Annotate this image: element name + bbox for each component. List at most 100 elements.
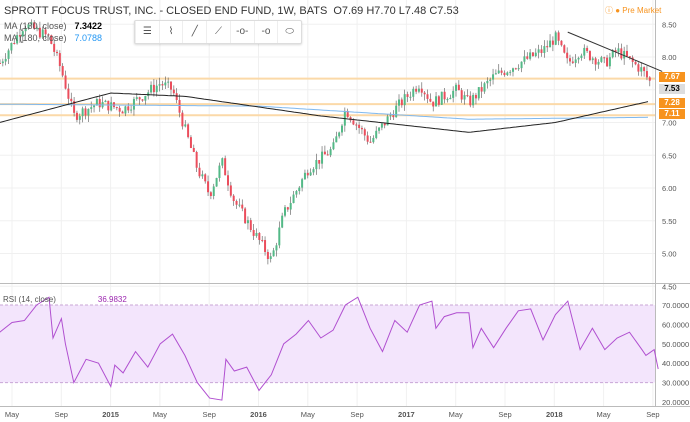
time-tick-label: Sep	[203, 410, 216, 419]
candle-body	[295, 191, 298, 195]
candle-body	[172, 89, 175, 94]
candle-body	[201, 174, 204, 177]
candle-body	[429, 98, 432, 102]
candle-body	[446, 99, 449, 101]
candle-body	[184, 124, 187, 127]
candle-body	[346, 110, 349, 118]
candle-body	[577, 57, 580, 60]
price-tick-label: 4.50	[662, 282, 677, 291]
rsi-tick-label: 50.0000	[662, 340, 689, 349]
candle-body	[81, 108, 84, 117]
path-icon[interactable]: ⌇	[158, 21, 183, 43]
candle-body	[75, 112, 78, 120]
candle-body	[241, 204, 244, 209]
candle-body	[127, 106, 130, 111]
candle-body	[44, 29, 47, 35]
candle-body	[412, 88, 415, 97]
time-tick-label: May	[597, 410, 611, 419]
candle-body	[389, 115, 392, 117]
candle-body	[229, 185, 232, 196]
candle-body	[232, 195, 235, 202]
candle-body	[178, 100, 181, 113]
candle-body	[269, 256, 272, 259]
candle-body	[523, 56, 526, 62]
candle-body	[360, 127, 363, 130]
candle-body	[284, 207, 286, 216]
candle-body	[474, 94, 477, 99]
candle-body	[543, 46, 546, 53]
candle-body	[264, 240, 267, 252]
candle-body	[266, 251, 269, 259]
candle-body	[141, 99, 144, 101]
candle-body	[238, 204, 241, 206]
candle-body	[503, 72, 506, 76]
candle-body	[443, 91, 446, 100]
candle-body	[549, 40, 552, 48]
line-icon[interactable]: ╱	[182, 21, 206, 43]
candle-body	[392, 115, 395, 118]
ma180-label: MA (180, close)	[4, 33, 67, 43]
candle-body	[70, 98, 73, 102]
candle-body	[352, 120, 355, 125]
price-tick-label: 5.50	[662, 217, 677, 226]
candle-body	[634, 61, 637, 65]
candle-body	[363, 129, 366, 136]
candle-body	[400, 99, 403, 106]
time-tick-label: Sep	[646, 410, 659, 419]
candle-body	[56, 51, 58, 54]
candle-body	[332, 142, 335, 150]
candle-body	[637, 64, 640, 72]
candle-body	[323, 151, 326, 155]
candle-body	[1, 61, 4, 64]
candle-body	[4, 58, 7, 62]
candle-body	[540, 49, 543, 53]
candle-body	[21, 31, 24, 37]
rsi-label: RSI (14, close)	[3, 295, 56, 304]
candle-body	[512, 68, 514, 72]
candle-body	[110, 102, 113, 111]
ma180-line	[0, 103, 649, 120]
ohlc-values: O7.69 H7.70 L7.48 C7.53	[333, 5, 459, 17]
candle-body	[492, 74, 495, 80]
candle-body	[312, 169, 315, 173]
rsi-legend[interactable]: RSI (14, close) 36.9832	[3, 295, 127, 304]
candle-body	[420, 88, 423, 93]
candle-body	[195, 151, 198, 168]
candle-body	[594, 58, 597, 65]
candle-body	[563, 45, 566, 53]
pre-market-badge[interactable]: ⓘ ● Pre Market	[605, 6, 662, 15]
candle-body	[423, 92, 426, 95]
candle-body	[537, 49, 540, 53]
candle-body	[0, 62, 1, 64]
candle-body	[472, 94, 475, 106]
horizontal-lines-icon[interactable]: ☰	[135, 21, 159, 43]
candle-body	[135, 97, 138, 99]
ray-icon[interactable]: -o	[253, 21, 278, 43]
candle-body	[24, 28, 27, 32]
trendline	[567, 31, 663, 72]
ma180-legend[interactable]: MA (180, close) 7.0788	[4, 33, 102, 43]
candle-body	[121, 111, 124, 114]
time-tick-label: 2017	[398, 410, 415, 419]
chart-title: SPROTT FOCUS TRUST, INC. - CLOSED END FU…	[4, 5, 459, 17]
candle-body	[38, 27, 41, 38]
time-tick-label: May	[5, 410, 19, 419]
candle-body	[617, 48, 620, 52]
candle-body	[406, 94, 409, 97]
candle-body	[215, 177, 218, 187]
candle-body	[643, 67, 646, 72]
ma130-legend[interactable]: MA (130, close) 7.3422	[4, 21, 102, 31]
candle-body	[469, 95, 472, 106]
ellipse-icon[interactable]: ⬭	[277, 21, 301, 43]
extended-line-icon[interactable]: ⟋	[206, 21, 230, 43]
candle-body	[207, 181, 210, 193]
candle-body	[33, 22, 36, 29]
time-tick-label: 2016	[250, 410, 267, 419]
candle-body	[628, 56, 631, 58]
candle-body	[611, 50, 614, 58]
horizontal-ray-icon[interactable]: -o-	[229, 21, 254, 43]
candle-body	[227, 175, 229, 186]
candle-body	[551, 40, 554, 45]
